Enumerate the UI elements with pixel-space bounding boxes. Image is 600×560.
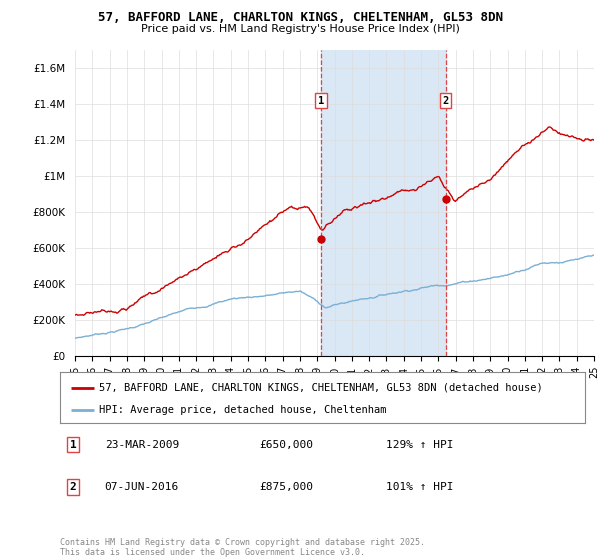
Text: 07-JUN-2016: 07-JUN-2016 — [104, 482, 179, 492]
Text: HPI: Average price, detached house, Cheltenham: HPI: Average price, detached house, Chel… — [100, 405, 387, 415]
Text: 57, BAFFORD LANE, CHARLTON KINGS, CHELTENHAM, GL53 8DN: 57, BAFFORD LANE, CHARLTON KINGS, CHELTE… — [97, 11, 503, 24]
Text: Price paid vs. HM Land Registry's House Price Index (HPI): Price paid vs. HM Land Registry's House … — [140, 24, 460, 34]
Text: Contains HM Land Registry data © Crown copyright and database right 2025.
This d: Contains HM Land Registry data © Crown c… — [60, 538, 425, 557]
Text: 2: 2 — [443, 96, 449, 106]
Text: 23-MAR-2009: 23-MAR-2009 — [104, 440, 179, 450]
Text: 101% ↑ HPI: 101% ↑ HPI — [386, 482, 453, 492]
Text: 1: 1 — [70, 440, 77, 450]
Text: 57, BAFFORD LANE, CHARLTON KINGS, CHELTENHAM, GL53 8DN (detached house): 57, BAFFORD LANE, CHARLTON KINGS, CHELTE… — [100, 382, 543, 393]
Bar — [321, 50, 446, 356]
Text: £650,000: £650,000 — [260, 440, 314, 450]
Text: 129% ↑ HPI: 129% ↑ HPI — [386, 440, 453, 450]
Text: 1: 1 — [318, 96, 324, 106]
Text: £875,000: £875,000 — [260, 482, 314, 492]
Text: 2: 2 — [70, 482, 77, 492]
